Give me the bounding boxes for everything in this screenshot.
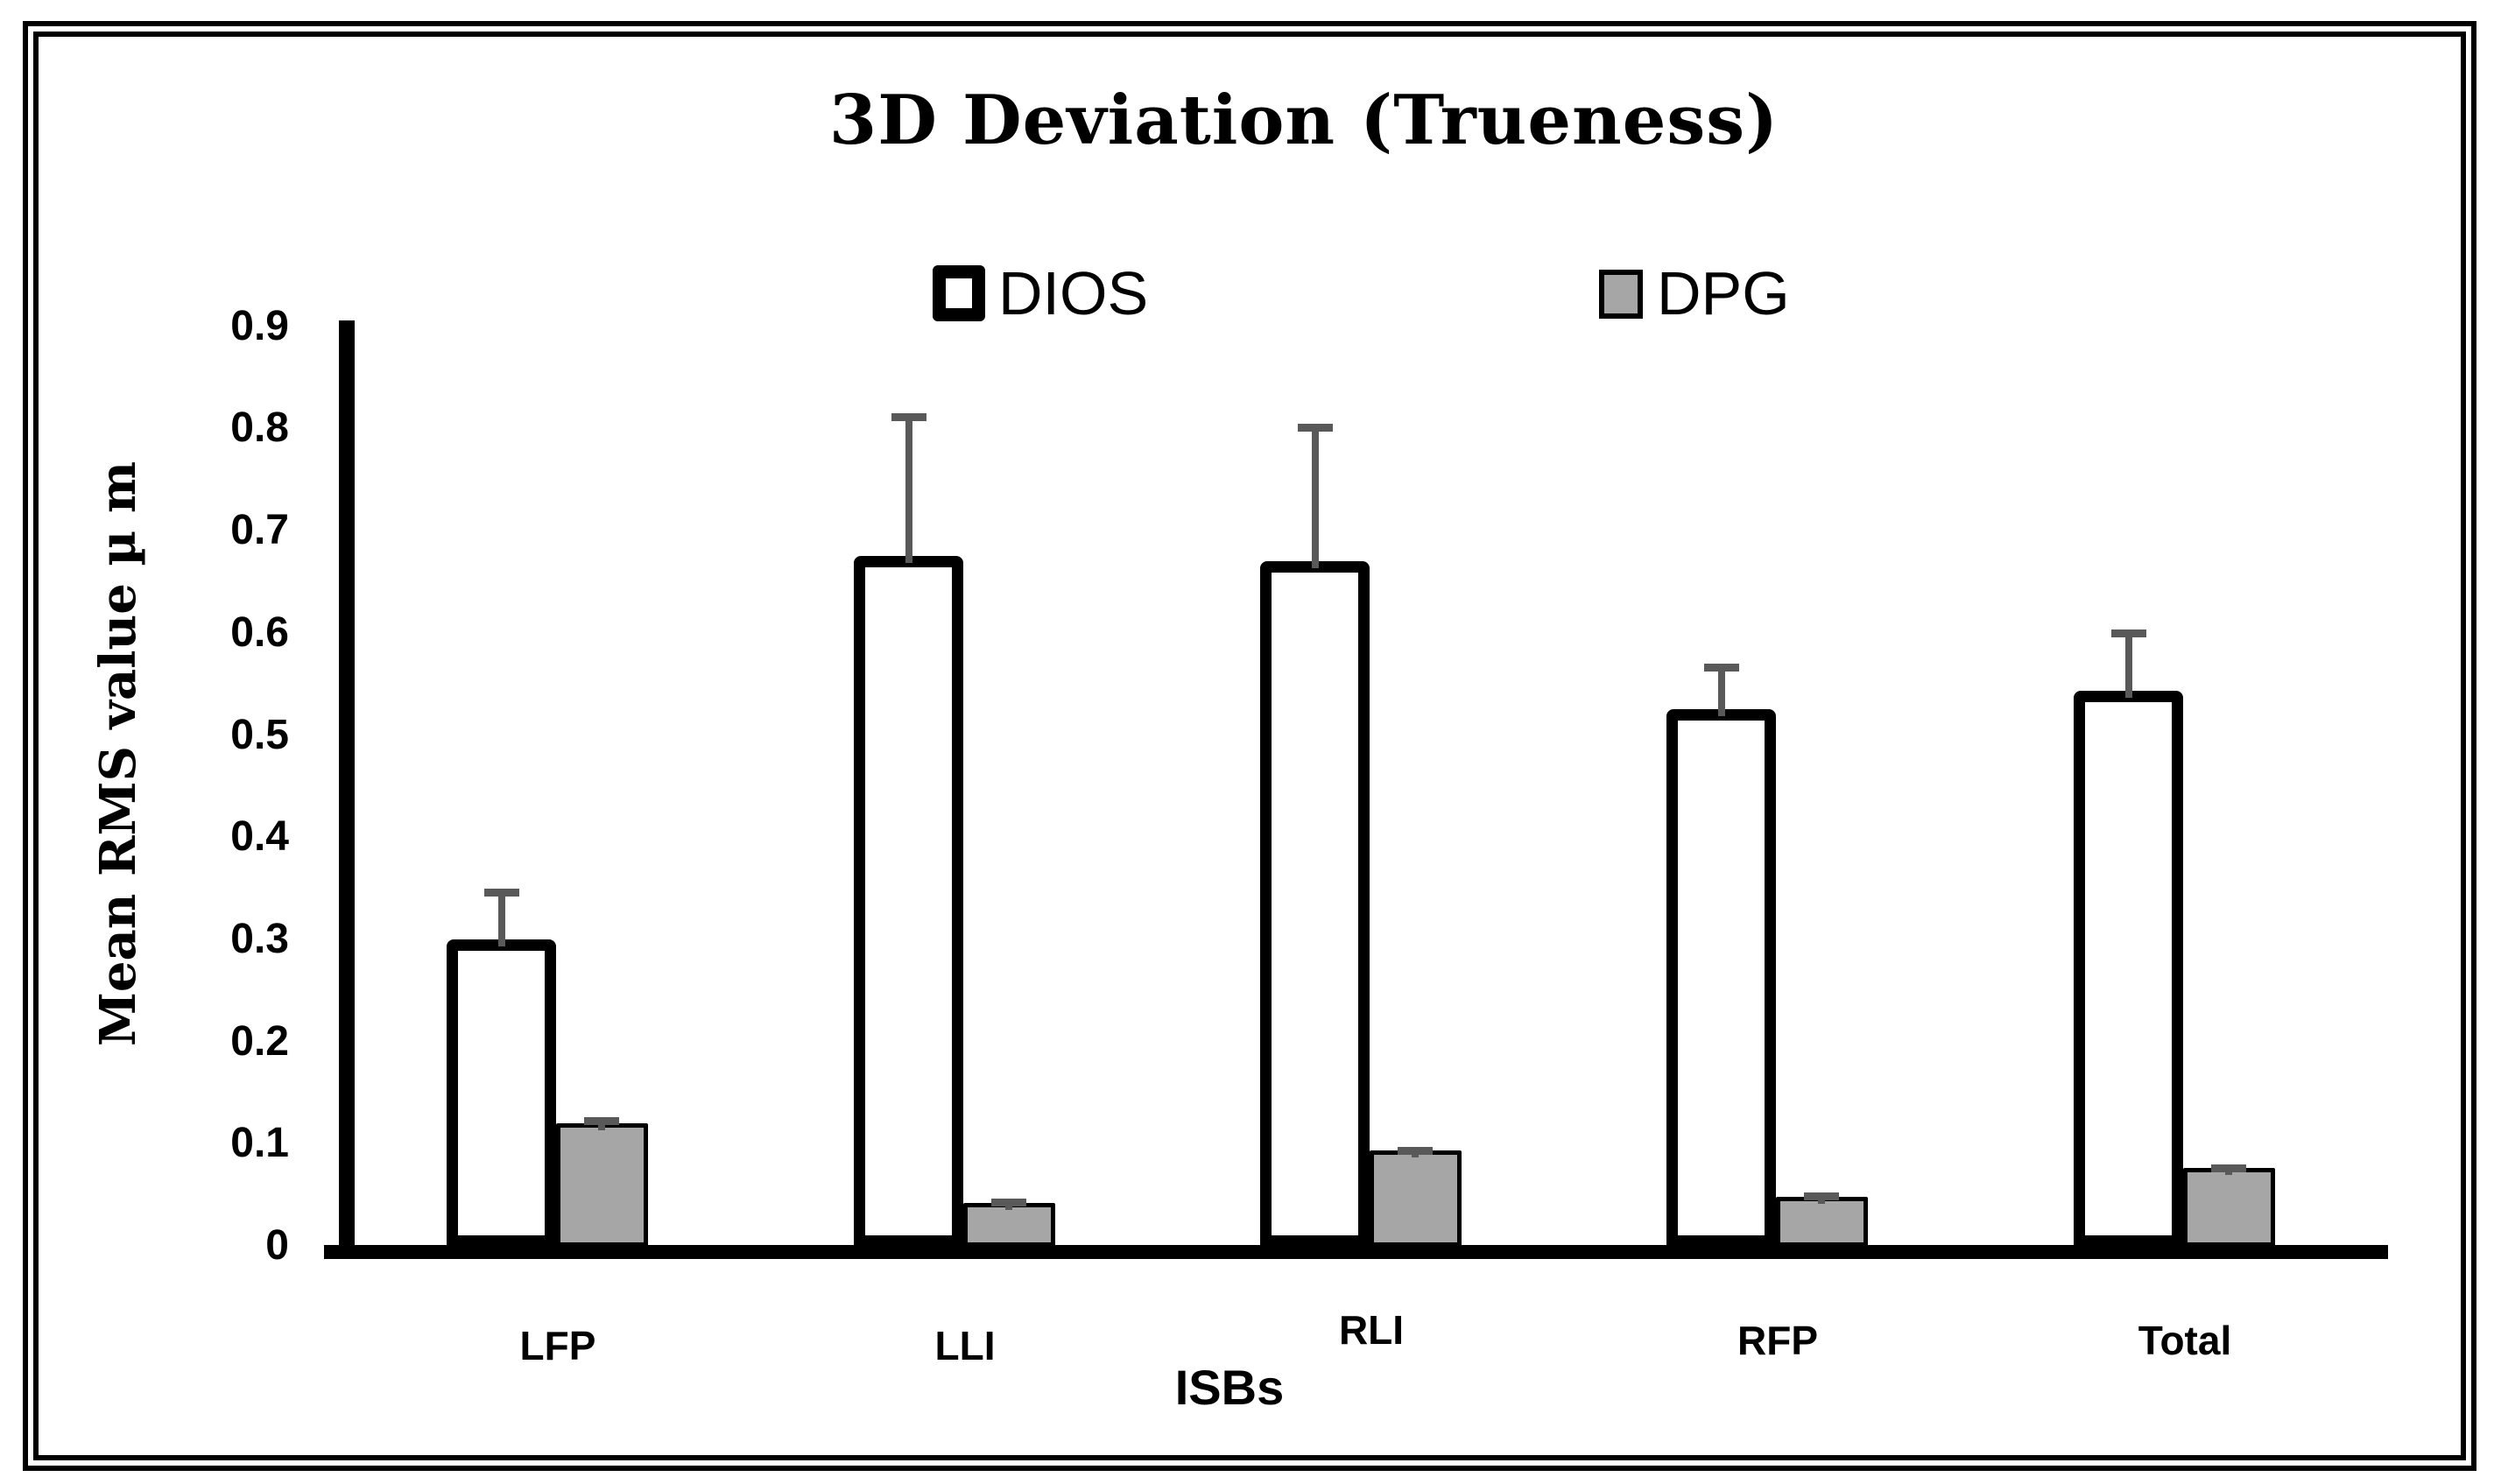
bar-dios-total — [2074, 691, 2183, 1247]
error-bar-stem-dpg-total — [2225, 1172, 2232, 1175]
error-bar-stem-dpg-lli — [1005, 1206, 1012, 1210]
figure-frame-inner — [33, 32, 2466, 1460]
y-tick-label: 0.4 — [230, 813, 289, 860]
bar-dios-lli — [854, 556, 963, 1247]
x-category-label-lli: LLI — [934, 1323, 996, 1368]
y-tick-label: 0.2 — [230, 1018, 289, 1065]
bar-dios-rli — [1260, 561, 1370, 1247]
error-bar-stem-dios-lfp — [498, 897, 505, 946]
error-bar-cap-dios-lli — [891, 413, 926, 421]
error-bar-cap-dios-rfp — [1704, 664, 1739, 672]
x-category-label-rli: RLI — [1338, 1307, 1405, 1353]
y-tick-label: 0.5 — [230, 712, 289, 758]
y-tick-label: 0.1 — [230, 1120, 289, 1166]
y-tick-label: 0.6 — [230, 609, 289, 656]
error-bar-stem-dios-lli — [905, 421, 912, 563]
y-axis-line — [339, 320, 355, 1259]
y-tick-label: 0.7 — [230, 507, 289, 553]
error-bar-stem-dpg-lfp — [598, 1125, 605, 1130]
legend-swatch-dpg — [1599, 270, 1643, 319]
error-bar-cap-dios-lfp — [484, 889, 519, 897]
error-bar-stem-dpg-rfp — [1818, 1200, 1825, 1204]
error-bar-cap-dpg-lfp — [584, 1117, 619, 1125]
x-category-label-rfp: RFP — [1737, 1318, 1818, 1363]
y-tick-label: 0.3 — [230, 916, 289, 962]
legend-label-dios: DIOS — [998, 259, 1149, 327]
error-bar-stem-dios-total — [2125, 637, 2132, 698]
x-category-label-total: Total — [2138, 1318, 2232, 1363]
bar-dpg-rfp — [1776, 1197, 1868, 1247]
bar-dpg-total — [2183, 1168, 2275, 1247]
legend-label-dpg: DPG — [1657, 259, 1790, 327]
error-bar-cap-dpg-rfp — [1804, 1192, 1839, 1200]
error-bar-cap-dios-rli — [1298, 424, 1333, 432]
figure-frame-outer — [23, 21, 2476, 1471]
error-bar-cap-dpg-rli — [1398, 1147, 1433, 1155]
error-bar-stem-dpg-rli — [1412, 1155, 1419, 1157]
bar-dpg-rli — [1370, 1150, 1462, 1247]
y-tick-label: 0 — [265, 1222, 289, 1269]
x-axis-line — [324, 1245, 2388, 1259]
bar-dios-rfp — [1666, 709, 1776, 1247]
bar-dios-lfp — [447, 939, 556, 1247]
chart-title: 3D Deviation (Trueness) — [828, 81, 1779, 160]
error-bar-cap-dios-total — [2111, 629, 2146, 637]
error-bar-cap-dpg-lli — [991, 1199, 1026, 1206]
error-bar-stem-dios-rfp — [1718, 672, 1725, 716]
error-bar-stem-dios-rli — [1312, 432, 1319, 568]
x-category-label-lfp: LFP — [519, 1323, 596, 1368]
y-tick-label: 0.8 — [230, 404, 289, 451]
x-axis-title: ISBs — [1174, 1360, 1285, 1415]
legend-swatch-dios — [933, 265, 985, 321]
error-bar-cap-dpg-total — [2211, 1164, 2246, 1172]
bar-dpg-lfp — [556, 1123, 648, 1247]
y-tick-label: 0.9 — [230, 303, 289, 349]
